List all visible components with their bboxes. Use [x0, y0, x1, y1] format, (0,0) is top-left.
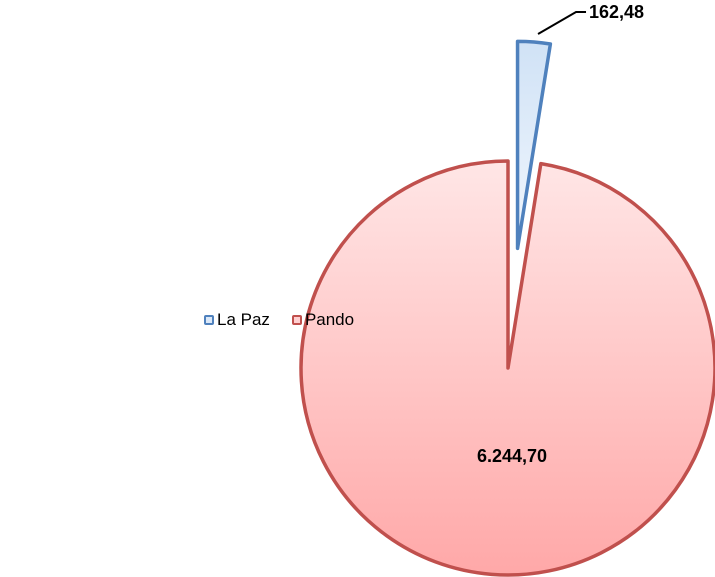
legend-item-la-paz: La Paz — [204, 310, 270, 330]
pie-slice-la-paz — [515, 39, 553, 251]
pie-slice-pando — [299, 159, 715, 577]
legend-swatch-pando — [291, 315, 302, 325]
legend-label-la-paz: La Paz — [217, 310, 270, 329]
legend: La Paz Pando — [204, 310, 354, 330]
legend-swatch-la-paz — [204, 315, 214, 325]
legend-item-pando: Pando — [291, 310, 355, 330]
leader-line-la-paz — [537, 11, 587, 35]
data-label-la-paz: 162,48 — [589, 2, 644, 22]
data-label-pando: 6.244,70 — [477, 446, 547, 466]
legend-label-pando: Pando — [304, 310, 355, 329]
